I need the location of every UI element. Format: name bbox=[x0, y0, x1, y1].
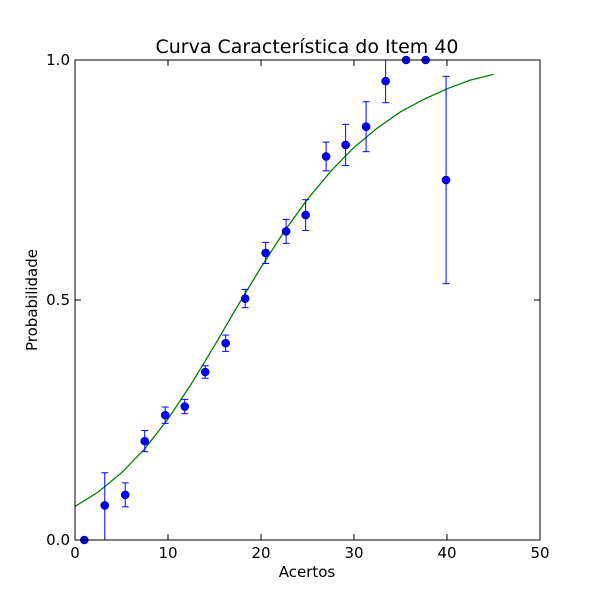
data-point-6 bbox=[200, 367, 210, 377]
x-tick-label: 30 bbox=[344, 544, 363, 562]
data-point-15 bbox=[381, 76, 390, 86]
data-point-14 bbox=[361, 122, 371, 132]
data-point-5 bbox=[180, 402, 190, 411]
x-tick-label: 0 bbox=[70, 544, 80, 562]
y-tick-label: 0.5 bbox=[46, 291, 70, 309]
x-tick-label: 40 bbox=[437, 544, 456, 562]
data-point-9 bbox=[261, 248, 270, 258]
x-tick-label: 10 bbox=[158, 544, 177, 562]
data-point-13 bbox=[341, 140, 350, 150]
y-axis-label: Probabilidade bbox=[23, 249, 41, 351]
y-tick-label: 0.0 bbox=[46, 531, 70, 549]
data-point-4 bbox=[160, 410, 170, 420]
data-point-8 bbox=[240, 294, 250, 303]
data-point-12 bbox=[321, 152, 331, 161]
x-tick-label: 50 bbox=[530, 544, 549, 562]
x-tick-label: 20 bbox=[251, 544, 270, 562]
x-axis-label: Acertos bbox=[279, 563, 336, 581]
data-point-3 bbox=[140, 436, 150, 446]
data-point-1 bbox=[100, 501, 110, 510]
chart-title: Curva Característica do Item 40 bbox=[155, 36, 458, 58]
point-layer bbox=[80, 55, 451, 545]
data-point-11 bbox=[301, 210, 310, 220]
tick-layer: 0 10 20 30 40 50 0.0 0.5 1.0 bbox=[46, 51, 549, 562]
y-tick-label: 1.0 bbox=[46, 51, 70, 69]
data-point-18 bbox=[441, 175, 451, 185]
data-point-2 bbox=[120, 490, 130, 500]
data-point-10 bbox=[281, 227, 291, 236]
data-point-7 bbox=[221, 338, 230, 348]
